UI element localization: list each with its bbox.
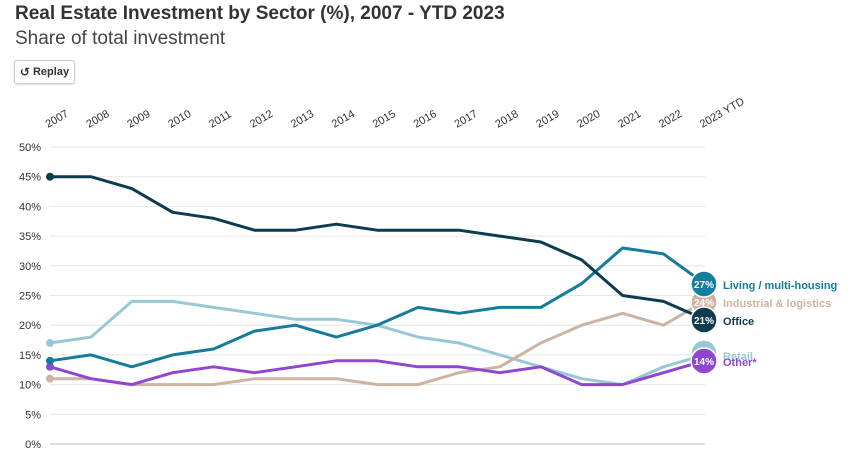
series-line <box>48 299 706 387</box>
chart-subtitle: Share of total investment <box>15 28 226 49</box>
y-tick-label: 50% <box>19 142 41 154</box>
x-tick-label: 2023 YTD <box>698 96 747 131</box>
y-tick-label: 30% <box>19 261 41 273</box>
x-tick-label: 2008 <box>84 108 111 131</box>
end-badge-value: 21% <box>694 316 714 327</box>
x-tick-label: 2010 <box>166 108 193 131</box>
y-tick-label: 40% <box>19 201 41 213</box>
x-tick-label: 2013 <box>289 108 316 131</box>
series-line <box>48 175 706 321</box>
y-tick-label: 0% <box>25 439 41 451</box>
end-badge-value: 27% <box>694 280 714 291</box>
x-tick-label: 2014 <box>330 108 357 131</box>
series-label: Office <box>723 316 754 328</box>
y-tick-label: 35% <box>19 231 41 243</box>
end-badge <box>690 306 718 334</box>
chart-title: Real Estate Investment by Sector (%), 20… <box>15 3 505 24</box>
series-start-dot <box>46 356 54 365</box>
series-line <box>48 299 706 387</box>
series-start-dot <box>46 374 54 383</box>
x-tick-label: 2009 <box>125 108 152 131</box>
replay-label: Replay <box>32 66 70 78</box>
x-tick-label: 2016 <box>412 108 439 131</box>
replay-icon: ↺ <box>19 65 30 79</box>
end-badge-value: 24% <box>694 298 714 309</box>
y-tick-label: 15% <box>19 350 41 362</box>
y-tick-label: 5% <box>25 409 41 421</box>
series-start-dot <box>46 362 54 371</box>
x-tick-label: 2017 <box>453 108 480 131</box>
x-tick-label: 2011 <box>207 108 233 130</box>
x-tick-label: 2012 <box>248 108 275 131</box>
y-tick-label: 10% <box>19 380 41 392</box>
replay-button[interactable]: ↺ Replay <box>14 60 75 84</box>
y-tick-label: 45% <box>19 172 41 184</box>
x-tick-label: 2020 <box>575 108 602 131</box>
series-label: Other* <box>723 357 757 369</box>
x-tick-label: 2018 <box>493 108 520 131</box>
end-badge <box>690 347 718 375</box>
x-tick-label: 2015 <box>371 108 398 131</box>
end-badge-value: 14% <box>694 357 714 368</box>
x-tick-label: 2019 <box>534 108 561 131</box>
y-tick-label: 25% <box>19 291 41 303</box>
series-label: Retail <box>723 351 753 363</box>
series-label: Living / multi-housing <box>723 280 837 292</box>
x-tick-label: 2022 <box>657 108 684 131</box>
series-start-dot <box>46 172 54 181</box>
end-badge <box>690 270 718 298</box>
x-tick-label: 2007 <box>44 108 71 131</box>
series-label: Industrial & logistics <box>723 298 831 310</box>
y-tick-label: 20% <box>19 320 41 332</box>
series-line <box>48 359 706 387</box>
x-tick-label: 2021 <box>616 108 643 131</box>
series-start-dot <box>46 339 54 348</box>
